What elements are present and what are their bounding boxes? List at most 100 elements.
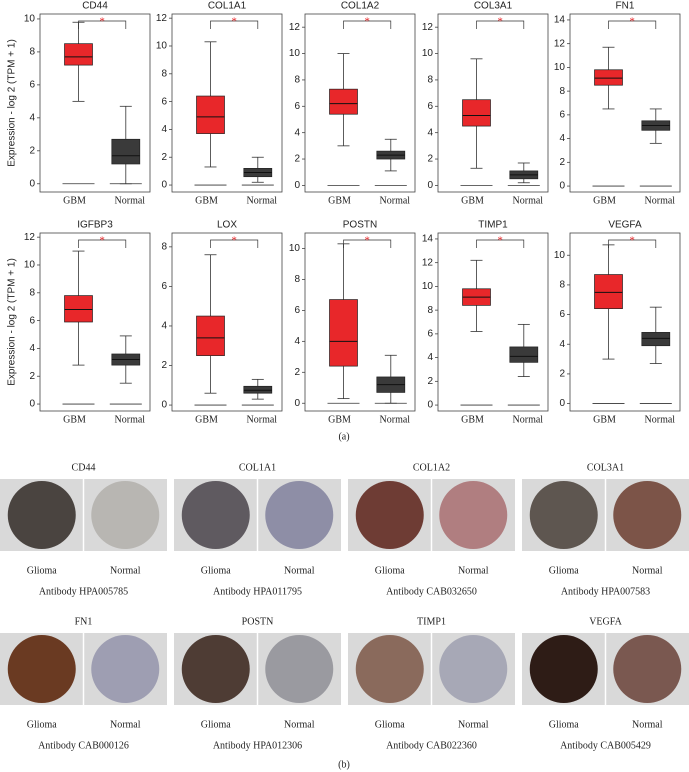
box [594, 274, 623, 309]
significance: * [99, 16, 105, 28]
y-tick-label: 10 [422, 48, 434, 59]
y-tick-label: 10 [289, 48, 301, 59]
y-tick-label: 12 [24, 232, 36, 243]
x-tick-label: GBM [328, 195, 351, 206]
plot-frame [304, 13, 416, 193]
box [64, 295, 93, 323]
y-tick-label: 0 [29, 178, 35, 189]
significance: * [497, 16, 503, 28]
box [111, 138, 141, 165]
plot-frame [39, 232, 151, 412]
y-tick-label: 6 [161, 96, 167, 107]
ihc-core [265, 635, 334, 703]
y-tick-label: 2 [161, 360, 167, 371]
y-tick-label: 10 [422, 281, 434, 292]
ihc-antibody: Antibody CAB032650 [386, 586, 477, 597]
y-tick-label: 10 [554, 62, 566, 73]
chart-title: VEGFA [608, 220, 642, 231]
ihc-core [7, 635, 76, 703]
x-tick-label: GBM [63, 414, 86, 425]
y-tick-label: 4 [29, 343, 35, 354]
y-tick-label: 2 [427, 376, 433, 387]
ihc-label: Normal [632, 719, 663, 730]
chart-title: LOX [217, 220, 237, 231]
x-tick-label: Normal [247, 195, 278, 206]
significance-bracket [210, 239, 259, 248]
panel-label: (b) [338, 759, 350, 770]
y-tick-label: 6 [427, 101, 433, 112]
plot-frame [171, 13, 283, 193]
y-tick-label: 0 [559, 181, 565, 192]
ihc-core [7, 481, 76, 549]
y-tick-label: 12 [422, 22, 434, 33]
box [594, 69, 623, 86]
y-tick-label: 6 [427, 329, 433, 340]
x-tick-label: Normal [115, 414, 146, 425]
y-tick-label: 4 [161, 321, 167, 332]
ihc-core [439, 635, 508, 703]
y-tick-label: 0 [294, 180, 300, 191]
x-tick-label: GBM [593, 414, 616, 425]
plot-frame [569, 232, 681, 412]
y-tick-label: 8 [559, 280, 565, 291]
y-tick-label: 2 [29, 145, 35, 156]
y-tick-label: 0 [294, 398, 300, 409]
plot-frame [437, 232, 549, 412]
chart-title: COL3A1 [474, 1, 513, 12]
y-tick-label: 6 [294, 305, 300, 316]
plot-frame [437, 13, 549, 193]
x-tick-label: Normal [247, 414, 278, 425]
y-tick-label: 8 [427, 75, 433, 86]
ihc-core [613, 635, 682, 703]
y-tick-label: 8 [427, 305, 433, 316]
y-tick-label: 6 [559, 309, 565, 320]
chart-title: IGFBP3 [77, 220, 113, 231]
x-tick-label: GBM [328, 414, 351, 425]
chart-title: COL1A2 [341, 1, 380, 12]
ihc-gene: CD44 [72, 462, 96, 473]
ihc-label: Normal [110, 719, 141, 730]
y-tick-label: 12 [554, 38, 566, 49]
x-tick-label: Normal [380, 195, 411, 206]
ihc-core [613, 481, 682, 549]
ihc-core [529, 635, 598, 703]
y-tick-label: 4 [294, 127, 300, 138]
y-tick-label: 10 [24, 14, 36, 25]
y-tick-label: 2 [427, 154, 433, 165]
y-tick-label: 8 [294, 75, 300, 86]
chart-title: FN1 [616, 1, 635, 12]
ihc-label: Normal [110, 565, 141, 576]
ihc-antibody: Antibody CAB000126 [38, 740, 129, 751]
ihc-antibody: Antibody HPA011795 [213, 586, 302, 597]
significance: * [231, 235, 237, 247]
plot-frame [304, 232, 416, 412]
significance-bracket [343, 239, 392, 248]
y-tick-label: 2 [29, 371, 35, 382]
ihc-antibody: Antibody CAB022360 [386, 740, 477, 751]
y-tick-label: 0 [161, 180, 167, 191]
y-tick-label: 6 [161, 281, 167, 292]
ihc-label: Normal [458, 719, 489, 730]
y-tick-label: 2 [294, 367, 300, 378]
y-tick-label: 10 [554, 250, 566, 261]
y-tick-label: 8 [161, 68, 167, 79]
box [509, 346, 539, 363]
significance: * [99, 235, 105, 247]
y-tick-label: 2 [161, 152, 167, 163]
ihc-core [355, 635, 424, 703]
plot-frame [171, 232, 283, 412]
y-tick-label: 14 [422, 234, 434, 245]
ihc-label: Glioma [27, 719, 58, 730]
ihc-label: Normal [632, 565, 663, 576]
y-tick-label: 4 [427, 127, 433, 138]
ihc-gene: FN1 [75, 616, 93, 627]
box [64, 43, 93, 66]
x-tick-label: GBM [461, 195, 484, 206]
x-tick-label: Normal [513, 195, 544, 206]
significance-bracket [343, 20, 392, 29]
y-tick-label: 4 [294, 336, 300, 347]
y-tick-label: 6 [294, 101, 300, 112]
ihc-antibody: Antibody CAB005429 [560, 740, 651, 751]
y-tick-label: 8 [161, 241, 167, 252]
ihc-label: Glioma [27, 565, 58, 576]
